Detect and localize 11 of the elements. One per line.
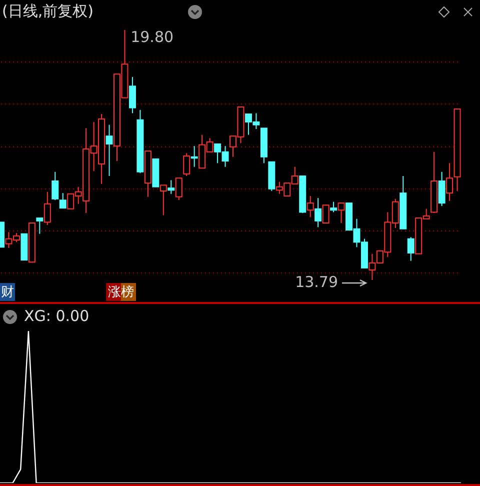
- chart-title: (日线,前复权): [2, 2, 94, 21]
- candlestick: [168, 180, 175, 194]
- annotation: 13.79: [295, 273, 340, 291]
- text: 财: [0, 283, 15, 301]
- candlestick: [190, 146, 198, 168]
- candlestick: [446, 162, 454, 202]
- text: 涨榜: [106, 283, 136, 301]
- candlestick: [106, 124, 113, 177]
- candlestick: [306, 195, 314, 218]
- chart-title: XG: 0.00: [24, 307, 90, 325]
- annotation: 19.80: [130, 28, 174, 46]
